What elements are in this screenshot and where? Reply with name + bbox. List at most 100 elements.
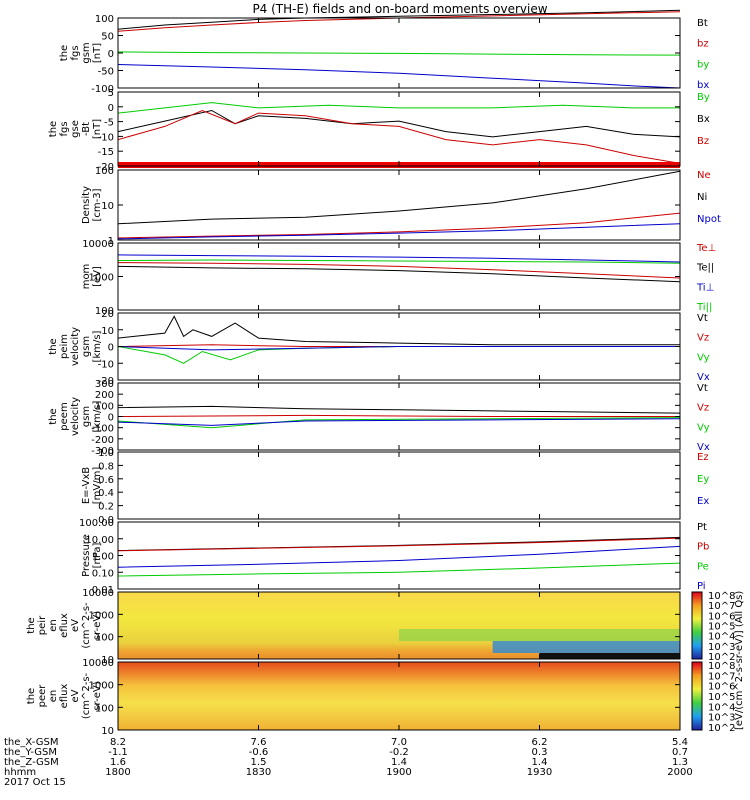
- y-tick-label: 10000: [82, 588, 114, 599]
- y-tick-label: 5: [108, 88, 114, 99]
- y-axis-label: [km/s]: [92, 400, 103, 432]
- y-tick-label: 10000: [82, 239, 114, 250]
- y-tick-label: 1000: [89, 610, 114, 621]
- series-line-fgs_gsm: [117, 64, 681, 89]
- colorbar-tick-label: 10^7: [708, 601, 735, 612]
- legend-label: Vx: [697, 442, 710, 453]
- y-tick-label: 50: [101, 32, 114, 43]
- legend-label: Bx: [697, 114, 710, 125]
- y-axis-label: [cm-3]: [92, 188, 103, 221]
- footer-annotations: the_X-GSM 8.2 7.6 7.0 6.2 5.4 the_Y-GSM -1.1 -0.…: [4, 737, 693, 788]
- y-axis-label: peer: [37, 684, 48, 708]
- y-tick-label: -100: [91, 84, 114, 95]
- y-axis-label: the: [26, 688, 37, 704]
- legend-label: Pi: [697, 581, 706, 592]
- legend-label: bz: [697, 39, 709, 50]
- series-line-pressure: [117, 562, 681, 577]
- series-line-density: [117, 212, 681, 239]
- footer-value: 8.2: [110, 737, 126, 748]
- y-axis-label: gsm: [81, 336, 92, 357]
- y-axis-label: eflux: [59, 613, 70, 638]
- legend-label: Ne: [697, 170, 711, 181]
- y-axis-label: [nT]: [92, 43, 103, 63]
- colorbar-tick-label: 10^5: [708, 622, 735, 633]
- footer-value: 1.5: [251, 757, 267, 768]
- y-axis-label: en: [48, 690, 59, 703]
- y-tick-label: -100: [91, 424, 114, 435]
- y-axis-label: gse: [70, 120, 81, 138]
- series-line-fgs_gsm: [117, 51, 681, 56]
- y-axis-label: velocity: [70, 397, 81, 436]
- y-tick-label: -50: [98, 67, 114, 78]
- y-axis-label: Density: [81, 186, 92, 224]
- footer-value: 7.6: [251, 737, 267, 748]
- y-tick-label: 10.00: [85, 535, 114, 546]
- legend-label: Bt: [697, 18, 708, 29]
- series-line-peim_vel: [117, 346, 680, 364]
- y-tick-label: 0.4: [98, 488, 114, 499]
- legend-label: Vx: [697, 372, 710, 383]
- y-tick-label: 0.8: [98, 461, 114, 472]
- panel-peer_eflux: 10^810^710^610^510^410^310^2 10000 1000 100…: [26, 658, 735, 737]
- footer-value: 1.3: [672, 757, 688, 768]
- y-tick-label: -300: [91, 446, 114, 457]
- colorbar-tick-label: 10^2: [708, 652, 735, 663]
- y-axis-label: the: [26, 617, 37, 633]
- y-tick-label: 10000: [82, 658, 114, 669]
- series-line-fgs_gse: [117, 109, 681, 138]
- y-axis-label: (cm^2-s-: [81, 672, 92, 719]
- y-tick-label: 0.0: [98, 515, 114, 526]
- legend-label: Pe: [697, 561, 709, 572]
- series-line-pressure: [117, 537, 681, 552]
- panel-temp: Te⊥ Te|| Ti⊥ Ti|| 10000 1000 100 mom [eV]: [81, 239, 716, 317]
- footer-value: 1.4: [391, 757, 407, 768]
- y-axis-label: the: [48, 408, 59, 424]
- colorbar-tick-label: 10^8: [708, 661, 735, 672]
- footer-value: 0.3: [532, 747, 548, 758]
- y-tick-label: 0.01: [92, 585, 114, 596]
- legend-label: Ni: [697, 192, 707, 203]
- colorbar-tick-label: 10^4: [708, 702, 735, 713]
- y-axis-label: the: [59, 45, 70, 61]
- y-axis-label: eflux: [59, 684, 70, 709]
- panel-frame: [117, 451, 681, 520]
- series-line-peim_vel: [117, 315, 680, 346]
- y-axis-label: (cm^2-s-: [81, 602, 92, 649]
- spectrogram-peer_eflux: [118, 662, 680, 730]
- legend-label: Ez: [697, 452, 709, 463]
- y-axis-label: fgs: [59, 121, 70, 136]
- footer-value: 1.4: [532, 757, 548, 768]
- legend-label: Ex: [697, 496, 709, 507]
- y-tick-label: 100: [95, 166, 114, 177]
- legend-label: Te⊥: [696, 243, 716, 254]
- y-axis-label: eV: [70, 689, 81, 702]
- legend-label: Pb: [697, 542, 709, 553]
- footer-value: -1.1: [108, 747, 128, 758]
- series-line-temp: [117, 259, 681, 264]
- series-line-temp: [117, 262, 681, 279]
- y-tick-label: 100: [95, 14, 114, 25]
- legend-label: Pt: [697, 522, 707, 533]
- footer-value: 5.4: [672, 737, 688, 748]
- y-axis-label: peir: [37, 615, 48, 635]
- footer-value: 1900: [386, 767, 411, 778]
- figure-title: P4 (TH-E) fields and on-board moments ov…: [252, 2, 547, 16]
- footer-value: 1.6: [110, 757, 126, 768]
- y-axis-label: E=-VxB: [81, 467, 92, 504]
- legend-label: Npot: [697, 214, 721, 225]
- y-tick-label: -15: [98, 147, 114, 158]
- legend-label: bx: [697, 80, 709, 91]
- legend-label: Vy: [697, 352, 710, 363]
- y-tick-label: 1.0: [98, 448, 114, 459]
- y-tick-label: 100: [95, 401, 114, 412]
- legend-label: Ti⊥: [696, 282, 714, 293]
- y-tick-label: 10: [101, 326, 114, 337]
- spectrogram-nodata-band: [539, 653, 680, 659]
- footer-row-label: the_Z-GSM: [4, 757, 59, 768]
- y-tick-label: 10: [101, 655, 114, 666]
- footer-row-label: the_X-GSM: [4, 737, 58, 748]
- legend-label: Vt: [697, 383, 708, 394]
- panel-fgs_gsm: Bt bz by bx 100 50 0 -50 -100 the fgs gsm [nT]: [59, 9, 709, 95]
